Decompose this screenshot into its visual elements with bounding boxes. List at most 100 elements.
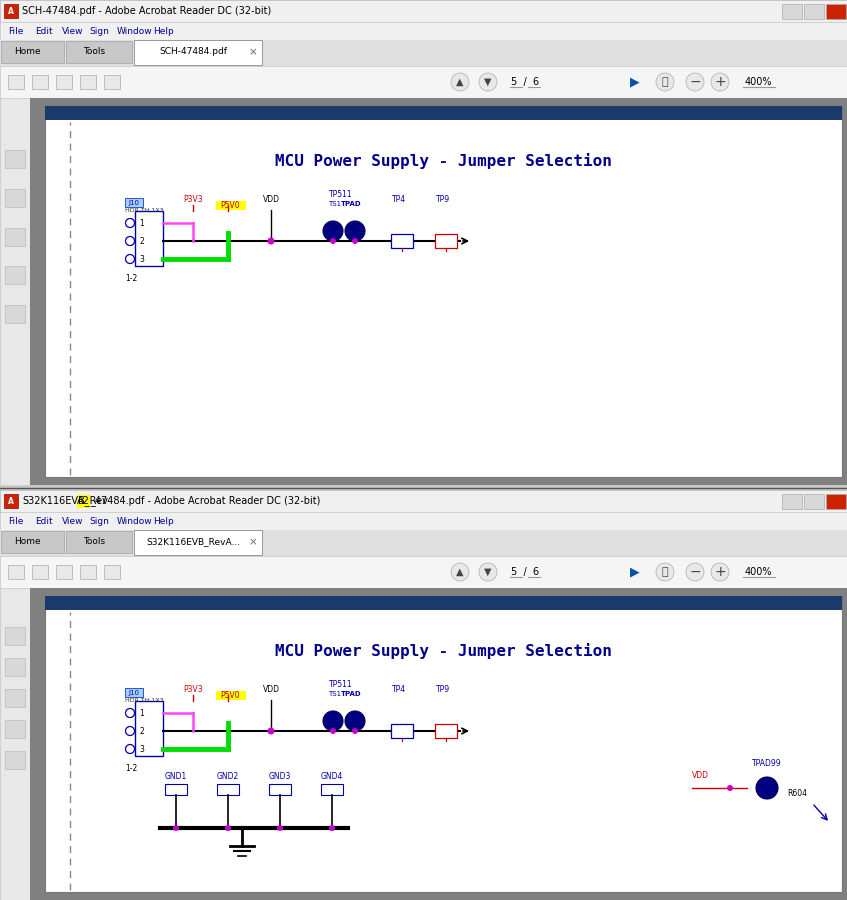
- Text: Tools: Tools: [83, 537, 105, 546]
- Text: Window: Window: [117, 26, 152, 35]
- Text: Home: Home: [14, 537, 41, 546]
- Circle shape: [479, 563, 497, 581]
- Circle shape: [656, 563, 674, 581]
- Text: MCU Power Supply - Jumper Selection: MCU Power Supply - Jumper Selection: [275, 153, 612, 169]
- Bar: [125, 198, 143, 207]
- Text: −: −: [689, 565, 700, 579]
- Text: S32K116EVB_RevA...: S32K116EVB_RevA...: [146, 537, 240, 546]
- Text: ▶: ▶: [630, 565, 639, 579]
- Bar: [45, 106, 842, 120]
- Text: −: −: [689, 75, 700, 89]
- Circle shape: [329, 825, 335, 831]
- Text: ▲: ▲: [457, 567, 464, 577]
- Text: J10: J10: [129, 689, 140, 696]
- Circle shape: [727, 785, 733, 791]
- Circle shape: [352, 728, 358, 734]
- Text: 3: 3: [140, 744, 145, 753]
- Bar: [30, 588, 847, 900]
- Text: Window: Window: [117, 517, 152, 526]
- Text: Help: Help: [153, 26, 174, 35]
- Text: Home: Home: [14, 48, 41, 57]
- Bar: [5, 189, 25, 207]
- Circle shape: [711, 73, 729, 91]
- Bar: [804, 494, 824, 509]
- Text: TP9: TP9: [436, 195, 450, 204]
- Text: VDD: VDD: [263, 195, 280, 204]
- Text: View: View: [63, 517, 84, 526]
- Text: +: +: [714, 75, 726, 89]
- Bar: [135, 211, 163, 266]
- Text: Sign: Sign: [90, 26, 109, 35]
- Text: Sign: Sign: [90, 517, 109, 526]
- Bar: [56, 565, 72, 579]
- Bar: [391, 724, 413, 738]
- Text: Help: Help: [153, 517, 174, 526]
- Text: ▼: ▼: [484, 567, 492, 577]
- Text: ✋: ✋: [662, 77, 668, 87]
- Bar: [77, 495, 90, 508]
- Text: GND1: GND1: [165, 772, 187, 781]
- Text: TPAD: TPAD: [341, 691, 362, 697]
- Bar: [1, 41, 64, 63]
- Circle shape: [686, 563, 704, 581]
- Text: VDD: VDD: [263, 685, 280, 694]
- Bar: [269, 784, 291, 795]
- Text: VDD: VDD: [692, 771, 709, 780]
- Bar: [8, 75, 24, 89]
- Bar: [30, 98, 847, 485]
- Text: File: File: [8, 517, 24, 526]
- Bar: [56, 75, 72, 89]
- Bar: [1, 531, 64, 553]
- Bar: [5, 627, 25, 645]
- Text: 400%: 400%: [745, 567, 772, 577]
- Text: _47484.pdf - Adobe Acrobat Reader DC (32-bit): _47484.pdf - Adobe Acrobat Reader DC (32…: [90, 496, 320, 507]
- Text: ✋: ✋: [662, 567, 668, 577]
- Bar: [80, 75, 96, 89]
- Bar: [104, 565, 120, 579]
- Text: Tools: Tools: [83, 48, 105, 57]
- Circle shape: [451, 73, 469, 91]
- Circle shape: [323, 221, 343, 241]
- Bar: [165, 784, 187, 795]
- Circle shape: [125, 255, 135, 264]
- Bar: [5, 689, 25, 707]
- Text: 2: 2: [140, 726, 144, 735]
- Text: TP511: TP511: [329, 190, 353, 199]
- Text: TP4: TP4: [392, 195, 406, 204]
- Bar: [217, 784, 239, 795]
- Text: P3V3: P3V3: [183, 685, 202, 694]
- Text: A: A: [8, 6, 14, 15]
- Text: 5  /  6: 5 / 6: [511, 567, 539, 577]
- Circle shape: [323, 711, 343, 731]
- Circle shape: [125, 219, 135, 228]
- Bar: [5, 150, 25, 168]
- Bar: [826, 4, 846, 19]
- Circle shape: [656, 73, 674, 91]
- Bar: [321, 784, 343, 795]
- Text: 2: 2: [140, 237, 144, 246]
- Text: +: +: [714, 565, 726, 579]
- Bar: [32, 565, 48, 579]
- Bar: [134, 40, 262, 65]
- Bar: [0, 66, 847, 98]
- Circle shape: [686, 73, 704, 91]
- Bar: [0, 490, 847, 512]
- Text: TP9: TP9: [436, 685, 450, 694]
- Circle shape: [756, 777, 778, 799]
- Bar: [0, 98, 30, 485]
- Text: ×: ×: [249, 47, 257, 57]
- Text: ▶: ▶: [630, 76, 639, 88]
- Bar: [0, 40, 847, 66]
- Text: HDR TH 1X3: HDR TH 1X3: [125, 208, 163, 213]
- Bar: [4, 494, 18, 508]
- Bar: [5, 305, 25, 323]
- Bar: [0, 588, 30, 900]
- Text: P5V0: P5V0: [220, 202, 240, 211]
- Bar: [104, 75, 120, 89]
- Bar: [216, 691, 246, 700]
- Circle shape: [277, 825, 283, 831]
- Text: TPAD: TPAD: [341, 201, 362, 207]
- Bar: [45, 596, 842, 610]
- Text: 3: 3: [140, 255, 145, 264]
- Bar: [5, 751, 25, 769]
